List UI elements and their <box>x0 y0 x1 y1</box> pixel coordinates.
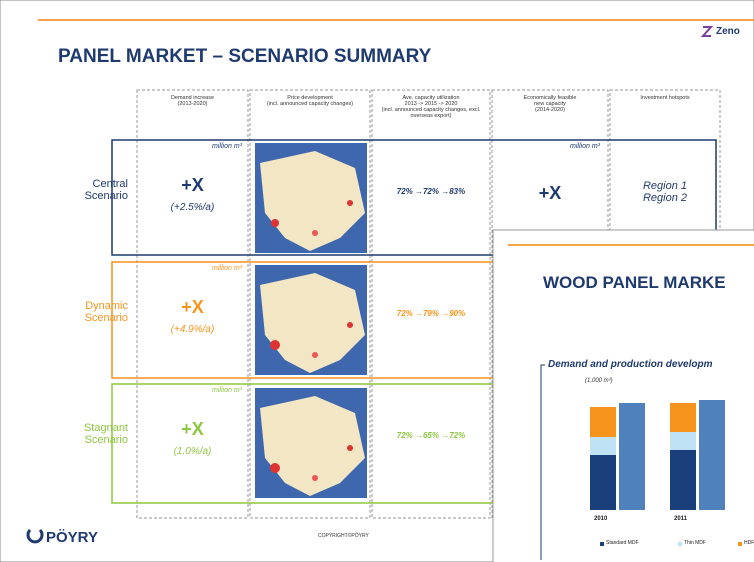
brand: PÖYRY <box>46 529 98 546</box>
legend-swatch <box>600 542 604 546</box>
column-header: Price development (incl. announced capac… <box>266 95 354 107</box>
utilization: 72% →65% →72% <box>396 431 466 440</box>
unit: million m³ <box>212 387 242 394</box>
bar-segment <box>590 437 616 455</box>
utilization: 72% →72% →83% <box>396 187 466 196</box>
column-header: Economically feasible new capacity (2014… <box>523 95 577 113</box>
copyright: COPYRIGHT©PÖYRY <box>318 533 369 539</box>
overlay-title: WOOD PANEL MARKE <box>543 273 726 292</box>
bar-segment <box>670 403 696 432</box>
utilization: 72% →79% →90% <box>396 309 466 318</box>
legend-swatch <box>678 542 682 546</box>
bar-segment <box>590 455 616 510</box>
logo-icon <box>700 26 714 37</box>
bar-segment <box>670 450 696 510</box>
demand: +X <box>181 419 204 439</box>
rate: (+4.9%/a) <box>170 324 215 335</box>
hotspots: Region 1 Region 2 <box>642 180 688 204</box>
bar <box>699 400 725 510</box>
legend-swatch <box>738 542 742 546</box>
row-label: Stagnant Scenario <box>83 422 128 446</box>
unit: million m³ <box>212 265 242 272</box>
logo: Zeno <box>716 26 740 37</box>
column-header: Demand increase (2013-2020) <box>170 95 215 107</box>
brand-icon <box>26 528 44 544</box>
chart-title: Demand and production developm <box>548 359 713 370</box>
legend-label: HDF <box>744 540 754 546</box>
x-tick-label: 2010 <box>594 516 608 522</box>
legend-label: Standard MDF <box>606 540 639 546</box>
chart-bracket <box>540 364 545 560</box>
column-header: Ave. capacity utilization 2013 -> 2015 -… <box>381 95 481 119</box>
bar-segment <box>590 407 616 437</box>
row-label: Dynamic Scenario <box>84 300 128 324</box>
demand: +X <box>181 297 204 317</box>
rate: (1.0%/a) <box>173 446 212 457</box>
bar <box>619 403 645 510</box>
bar-segment <box>670 432 696 450</box>
row-label: Central Scenario <box>84 178 128 202</box>
central-row-box <box>111 139 717 256</box>
chart-unit: (1,000 m³) <box>585 378 613 384</box>
capacity: +X <box>538 183 562 203</box>
demand: +X <box>181 175 204 195</box>
unit: million m³ <box>570 143 600 150</box>
legend-label: Thin MDF <box>684 540 706 546</box>
maps <box>255 143 367 498</box>
x-tick-label: 2011 <box>674 516 688 522</box>
title: PANEL MARKET – SCENARIO SUMMARY <box>58 46 432 67</box>
rate: (+2.5%/a) <box>170 202 215 213</box>
column-header: Investment hotspots <box>640 95 690 101</box>
unit: million m³ <box>212 143 242 150</box>
